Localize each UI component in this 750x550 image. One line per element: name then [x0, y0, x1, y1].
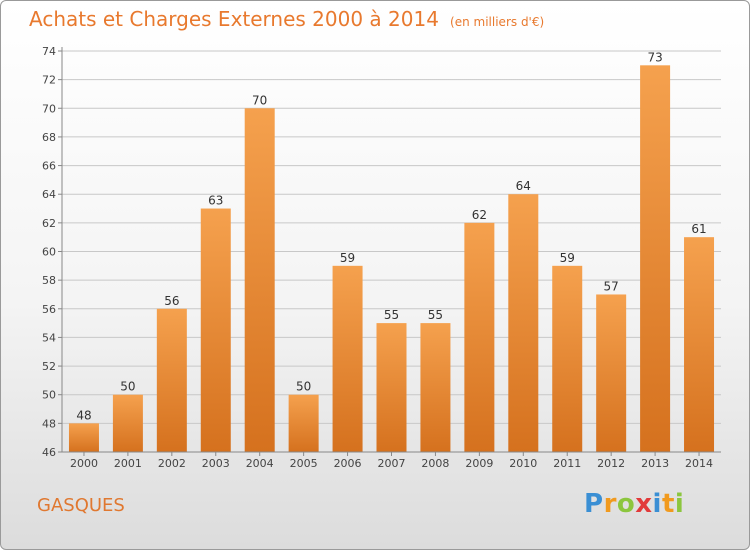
x-tick-label: 2001: [114, 457, 142, 470]
bar: [376, 323, 407, 452]
bar: [420, 323, 451, 452]
bar: [640, 65, 671, 453]
logo-letter: P: [584, 489, 604, 519]
x-tick-label: 2013: [641, 457, 669, 470]
y-tick-label: 48: [42, 417, 56, 430]
y-axis: 46 48 50 52 54 56 58 60 62 64 66 68 70 72 74: [42, 45, 63, 459]
x-tick-label: 2010: [509, 457, 537, 470]
bar: [200, 208, 231, 452]
proxiti-logo: Proxiti: [584, 489, 684, 519]
bar: [112, 394, 143, 452]
data-label: 59: [340, 251, 355, 265]
data-label: 50: [120, 380, 135, 394]
y-tick-label: 70: [42, 102, 56, 115]
data-labels: 48 50 56 63 70 50 59 55 55 62 64 59 57 73 61: [76, 50, 706, 422]
y-tick-label: 68: [42, 131, 56, 144]
bar: [508, 194, 539, 452]
y-tick-label: 72: [42, 74, 56, 87]
y-tick-label: 52: [42, 360, 56, 373]
logo-letter: x: [635, 489, 653, 519]
y-tick-label: 66: [42, 160, 56, 173]
data-label: 64: [516, 179, 531, 193]
x-tick-label: 2014: [685, 457, 713, 470]
data-label: 73: [647, 50, 662, 64]
y-tick-label: 74: [42, 45, 56, 58]
y-tick-label: 64: [42, 188, 56, 201]
data-label: 57: [604, 279, 619, 293]
x-tick-label: 2008: [421, 457, 449, 470]
data-label: 62: [472, 208, 487, 222]
data-label: 55: [428, 308, 443, 322]
logo-letter: o: [616, 489, 636, 519]
y-tick-label: 62: [42, 217, 56, 230]
x-tick-label: 2012: [597, 457, 625, 470]
bars: [68, 65, 715, 453]
x-axis: 2000 2001 2002 2003 2004 2005 2006 2007 2008 2009…: [62, 451, 721, 470]
x-tick-label: 2005: [290, 457, 318, 470]
x-tick-label: 2011: [553, 457, 581, 470]
bar: [332, 265, 363, 452]
logo-letter: t: [661, 489, 675, 519]
y-tick-label: 60: [42, 246, 56, 259]
x-tick-label: 2004: [246, 457, 274, 470]
x-tick-label: 2003: [202, 457, 230, 470]
bar: [288, 394, 319, 452]
x-tick-label: 2000: [70, 457, 98, 470]
data-label: 48: [76, 408, 91, 422]
chart-subtitle: (en milliers d'€): [450, 15, 545, 29]
logo-letter: i: [652, 489, 662, 519]
bar: [684, 237, 715, 452]
chart-title: Achats et Charges Externes 2000 à 2014: [29, 7, 439, 31]
y-tick-label: 58: [42, 274, 56, 287]
x-tick-label: 2007: [378, 457, 406, 470]
x-tick-label: 2002: [158, 457, 186, 470]
bar: [68, 423, 99, 452]
data-label: 59: [560, 251, 575, 265]
bar: [156, 308, 187, 452]
y-tick-label: 46: [42, 446, 56, 459]
data-label: 70: [252, 93, 267, 107]
title-row: Achats et Charges Externes 2000 à 2014 (…: [29, 7, 544, 31]
data-label: 61: [691, 222, 706, 236]
y-tick-label: 50: [42, 389, 56, 402]
y-tick-label: 54: [42, 331, 56, 344]
bar: [464, 222, 495, 452]
bar: [552, 265, 583, 452]
x-tick-label: 2009: [465, 457, 493, 470]
data-label: 55: [384, 308, 399, 322]
y-tick-label: 56: [42, 303, 56, 316]
commune-name: GASQUES: [37, 495, 125, 516]
bar: [596, 294, 627, 452]
data-label: 50: [296, 380, 311, 394]
data-label: 63: [208, 194, 223, 208]
logo-letter: r: [603, 489, 617, 519]
bar: [244, 108, 275, 453]
data-label: 56: [164, 294, 179, 308]
logo-letter: i: [674, 489, 685, 519]
x-tick-label: 2006: [334, 457, 362, 470]
